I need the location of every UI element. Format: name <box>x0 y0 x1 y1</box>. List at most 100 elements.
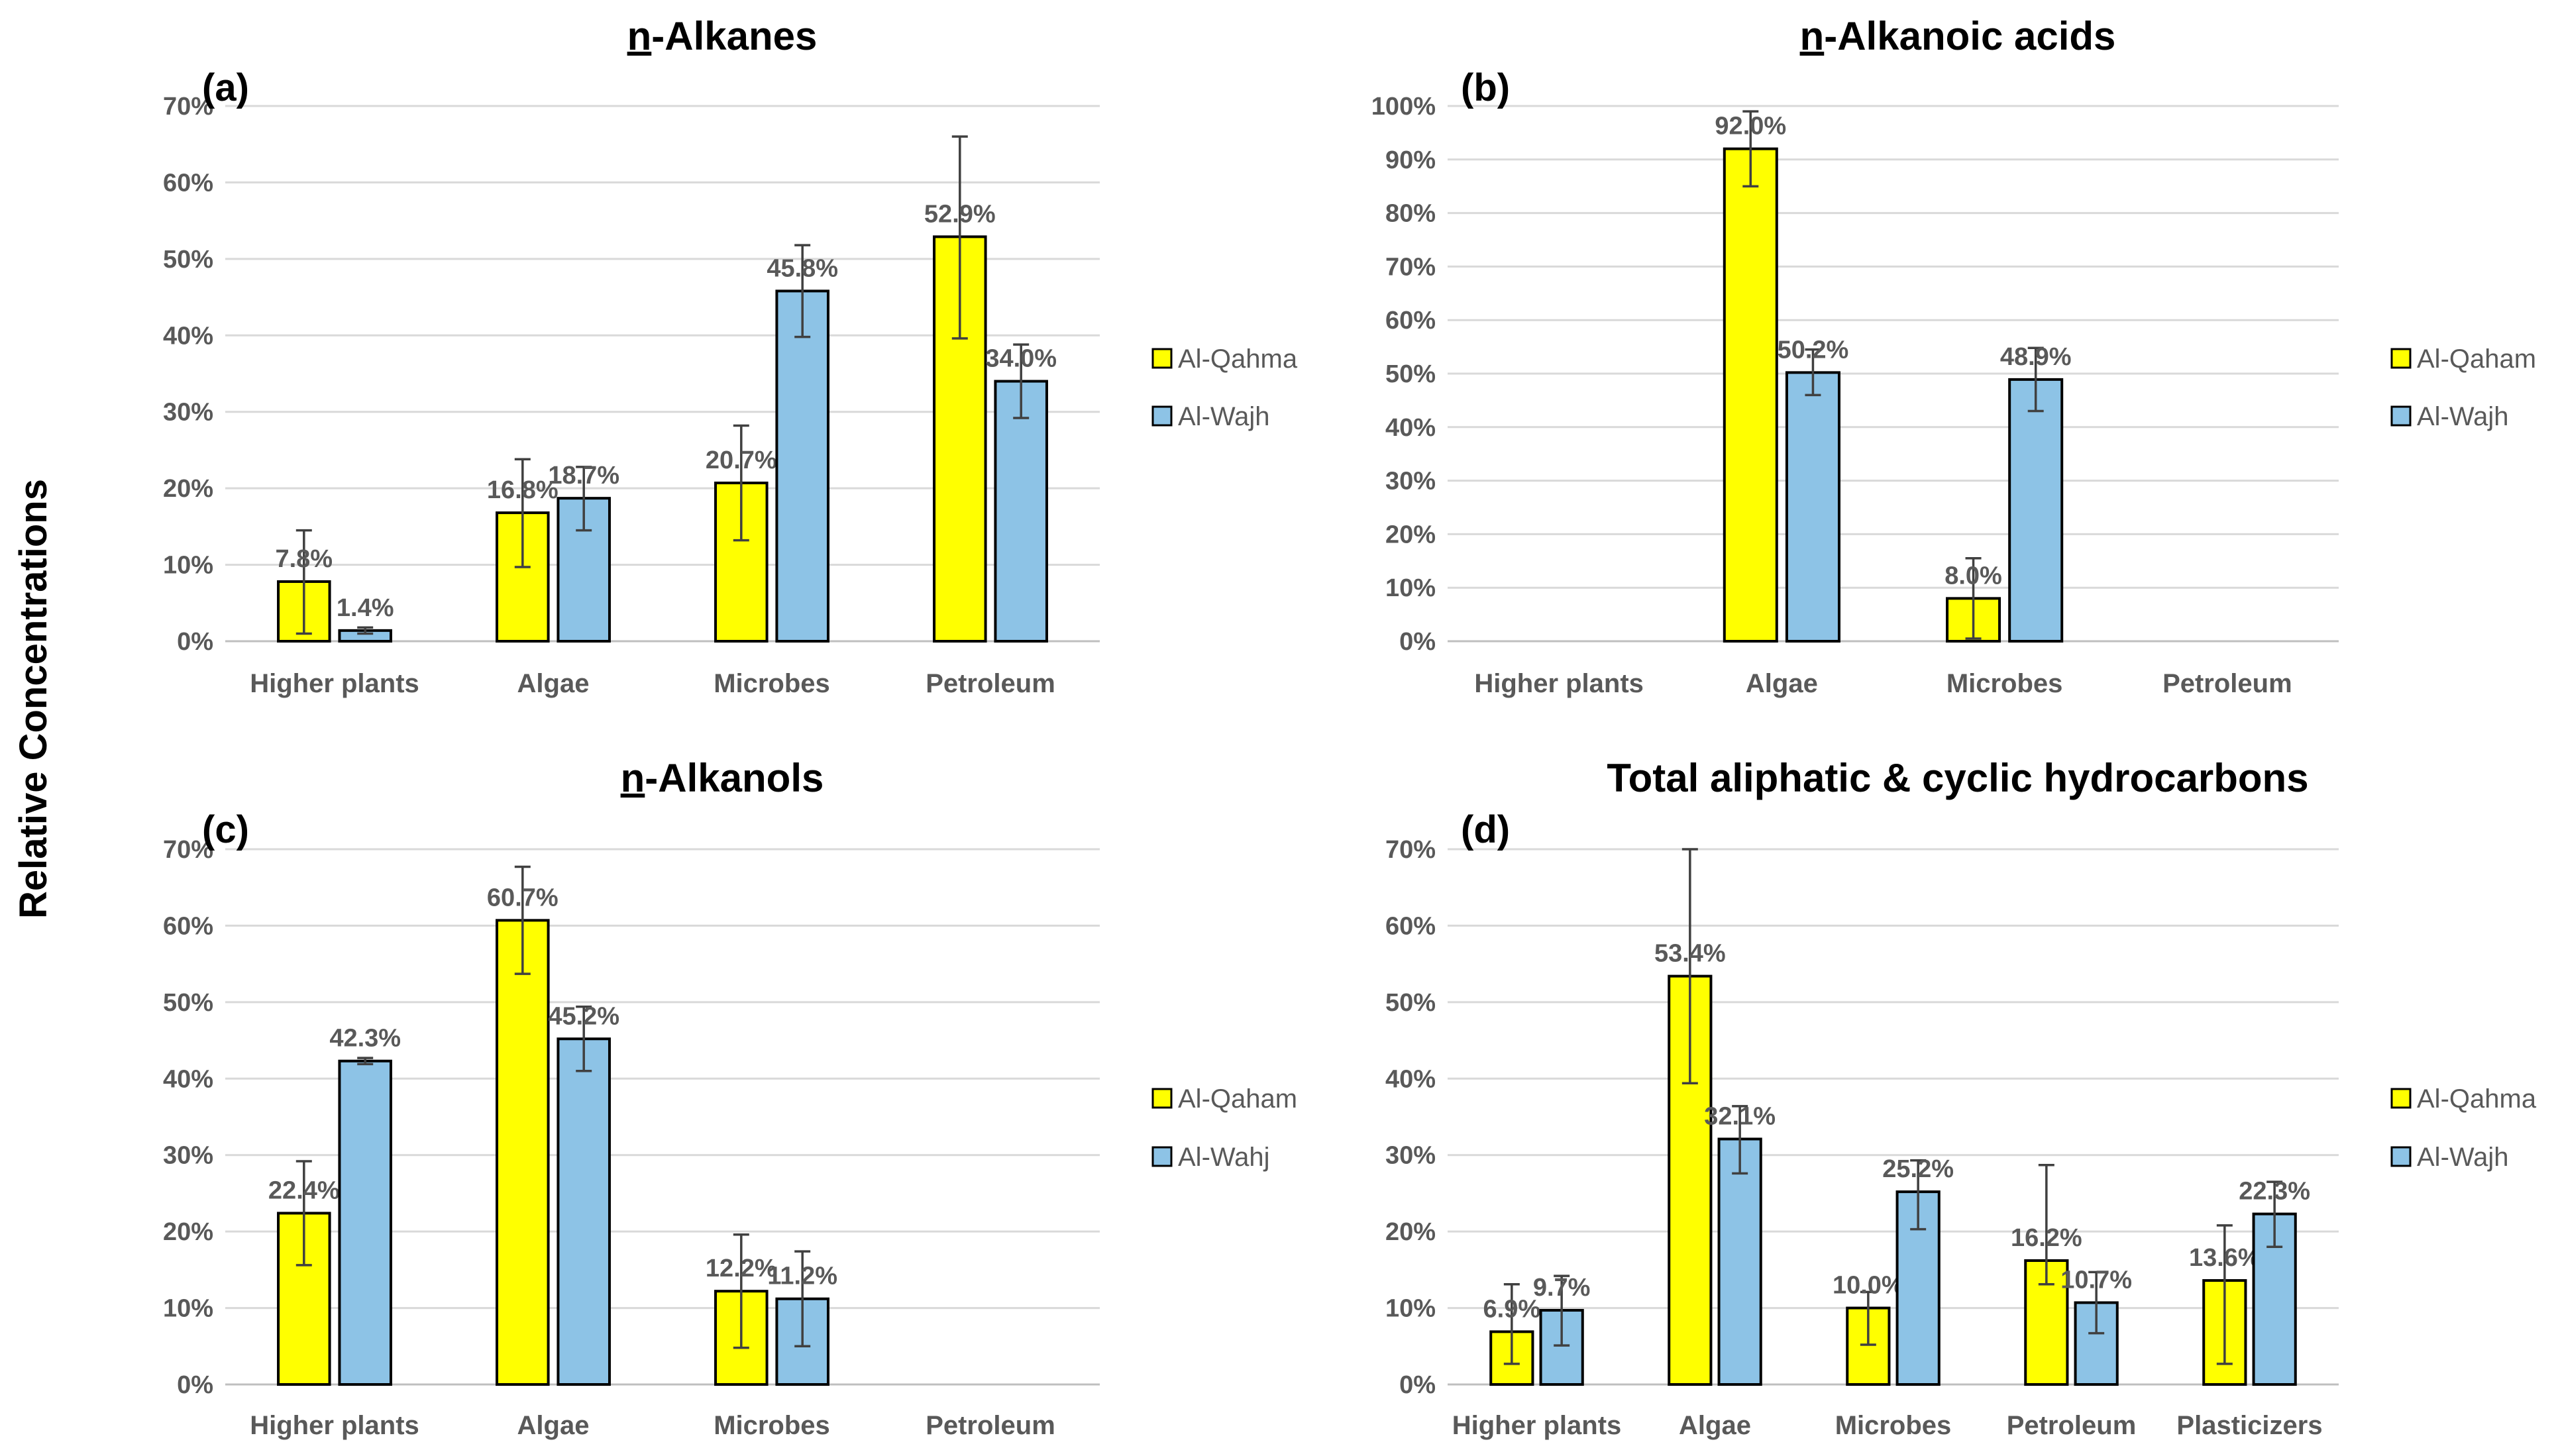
y-tick-label: 60% <box>163 169 213 197</box>
data-label: 10.7% <box>2060 1266 2132 1294</box>
y-tick-label: 20% <box>1385 521 1436 548</box>
data-label: 12.2% <box>706 1255 777 1282</box>
chart-title: n-Alkanols <box>621 756 824 800</box>
y-tick-label: 90% <box>1385 146 1436 174</box>
y-tick-label: 50% <box>1385 360 1436 388</box>
title-n-prefix: n <box>627 14 652 58</box>
data-label: 34.0% <box>985 345 1057 373</box>
data-label: 25.2% <box>1882 1155 1954 1183</box>
data-label: 10.0% <box>1833 1272 1904 1300</box>
y-tick-label: 0% <box>1399 1371 1436 1399</box>
bar-al-wahj-algae <box>557 1037 611 1386</box>
category-label: Higher plants <box>250 1411 419 1440</box>
y-tick-label: 80% <box>1385 200 1436 228</box>
bar-al-wajh-algae <box>557 497 611 643</box>
bar-al-wajh-microbes <box>2008 378 2064 643</box>
category-label: Petroleum <box>2007 1411 2137 1440</box>
bar-al-wajh-algae <box>1785 371 1840 643</box>
y-tick-label: 10% <box>163 552 213 580</box>
y-tick-label: 60% <box>1385 307 1436 335</box>
data-label: 42.3% <box>329 1025 401 1053</box>
legend-label: Al-Wajh <box>1178 402 1270 431</box>
category-label: Algae <box>517 1411 590 1440</box>
panel-label: (b) <box>1461 66 1510 109</box>
legend-swatch <box>2390 405 2412 427</box>
category-label: Microbes <box>714 669 830 698</box>
panel-label: (d) <box>1461 808 1510 851</box>
legend-swatch <box>1151 1088 1173 1109</box>
bar-al-wajh-algae <box>1717 1137 1762 1386</box>
category-label: Petroleum <box>2162 669 2292 698</box>
title-text: -Alkanes <box>651 14 817 58</box>
bar-al-wajh-petroleum <box>994 380 1048 643</box>
data-label: 16.8% <box>487 476 559 504</box>
category-label: Petroleum <box>926 669 1055 698</box>
data-label: 53.4% <box>1654 940 1726 968</box>
y-tick-label: 50% <box>163 246 213 274</box>
category-label: Algae <box>1746 669 1818 698</box>
data-label: 1.4% <box>337 594 394 622</box>
data-label: 45.8% <box>767 254 838 282</box>
y-tick-label: 30% <box>1385 468 1436 495</box>
y-axis-label: Relative Concentrations <box>12 479 55 919</box>
legend-label: Al-Qaham <box>2417 344 2536 374</box>
y-tick-label: 0% <box>177 1371 213 1399</box>
legend-swatch <box>1151 1146 1173 1167</box>
panel-a: 0% 10% 20% 30% 40% 50% 60% 70% n-Alkanes (a) Highe… <box>163 14 1298 698</box>
y-tick-label: 0% <box>177 628 213 656</box>
y-tick-label: 70% <box>1385 253 1436 281</box>
legend-swatch <box>2390 348 2412 369</box>
bar-al-qahma-microbes <box>1846 1306 1891 1386</box>
data-label: 9.7% <box>1533 1274 1591 1302</box>
legend-label: Al-Wajh <box>2417 402 2509 431</box>
y-tick-label: 30% <box>163 1142 213 1170</box>
y-tick-label: 30% <box>1385 1142 1436 1170</box>
data-label: 48.9% <box>2000 343 2072 371</box>
category-label: Microbes <box>714 1411 830 1440</box>
panel-d: 0% 10% 20% 30% 40% 50% 60% 70% Total aliphatic &… <box>1385 756 2537 1440</box>
panel-c: 0% 10% 20% 30% 40% 50% 60% 70% n-Alkanols (c) High… <box>163 756 1297 1440</box>
data-label: 6.9% <box>1483 1295 1541 1323</box>
y-tick-label: 20% <box>163 1218 213 1246</box>
y-tick-label: 70% <box>163 93 213 121</box>
data-label: 20.7% <box>706 446 777 474</box>
y-tick-label: 100% <box>1371 93 1436 121</box>
title-n-prefix: n <box>621 756 645 800</box>
data-label: 13.6% <box>2189 1244 2261 1272</box>
bar-al-qaham-algae <box>1723 147 1778 643</box>
title-text: -Alkanols <box>645 756 824 800</box>
panel-label: (c) <box>202 808 249 851</box>
category-label: Higher plants <box>1474 669 1644 698</box>
y-tick-label: 20% <box>163 475 213 503</box>
data-label: 8.0% <box>1944 562 2002 590</box>
legend-label: Al-Qaham <box>1178 1084 1297 1114</box>
y-tick-label: 10% <box>1385 574 1436 602</box>
data-label: 52.9% <box>924 200 996 228</box>
data-label: 45.2% <box>548 1002 619 1030</box>
legend-label: Al-Qahma <box>1178 344 1298 374</box>
y-tick-label: 10% <box>163 1295 213 1323</box>
y-tick-label: 30% <box>163 399 213 427</box>
data-label: 18.7% <box>548 462 619 490</box>
category-label: Algae <box>517 669 590 698</box>
title-text: -Alkanoic acids <box>1824 14 2115 58</box>
y-tick-label: 40% <box>1385 1065 1436 1093</box>
category-label: Algae <box>1679 1411 1751 1440</box>
category-label: Petroleum <box>926 1411 1055 1440</box>
y-tick-label: 60% <box>163 912 213 940</box>
y-tick-label: 70% <box>1385 836 1436 864</box>
category-label: Microbes <box>1946 669 2063 698</box>
y-tick-label: 20% <box>1385 1218 1436 1246</box>
data-label: 60.7% <box>487 884 559 911</box>
data-label: 32.1% <box>1704 1102 1776 1130</box>
legend-swatch <box>1151 405 1173 427</box>
y-tick-label: 50% <box>1385 989 1436 1017</box>
data-label: 22.4% <box>268 1176 340 1204</box>
category-label: Plasticizers <box>2176 1411 2322 1440</box>
data-label: 7.8% <box>275 545 333 573</box>
legend-swatch <box>2390 1088 2412 1109</box>
legend-swatch <box>2390 1146 2412 1167</box>
data-label: 92.0% <box>1715 113 1786 140</box>
data-label: 50.2% <box>1778 336 1849 364</box>
legend-label: Al-Qahma <box>2417 1084 2537 1114</box>
